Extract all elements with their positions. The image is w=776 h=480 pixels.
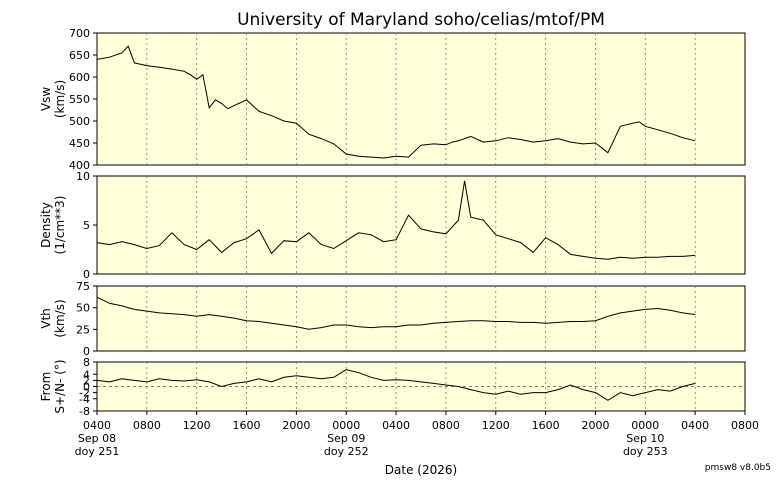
y-axis-label: From (39, 372, 53, 402)
y-tick-label: 4 (83, 368, 90, 381)
y-tick-label: 550 (69, 93, 90, 106)
series-vsw (96, 45, 696, 159)
series-vth (96, 296, 696, 330)
y-axis-label: (1/cm**3) (53, 196, 67, 255)
x-tick-label: 1200 (183, 419, 211, 432)
y-axis-label: (km/s) (53, 299, 67, 337)
x-tick-label: 2000 (282, 419, 310, 432)
panel-frame (96, 175, 746, 275)
footer-version: pmsw8 v8.0b5 (705, 463, 771, 473)
y-axis-label: S+/N- (°) (53, 359, 67, 413)
y-tick-label: -8 (79, 405, 90, 418)
y-axis-label: (km/s) (53, 80, 67, 118)
y-tick-label: 2 (83, 374, 90, 387)
panel-density: 0 5 10 Density (1/cm**3) (39, 170, 746, 281)
y-tick-label: 75 (76, 280, 90, 293)
x-tick-label: 0800 (731, 419, 759, 432)
y-tick-label: -4 (79, 393, 90, 406)
y-tick-label: 0 (83, 268, 90, 281)
x-tick-label: 0800 (133, 419, 161, 432)
y-axis-label: Density (39, 202, 53, 248)
y-tick-label: 700 (69, 27, 90, 40)
panel-frame (96, 285, 746, 352)
y-tick-label: -2 (79, 387, 90, 400)
x-date-label: Sep 09 (327, 432, 365, 445)
y-tick-label: 650 (69, 49, 90, 62)
y-axis-label: Vsw (39, 87, 53, 111)
x-tick-label: 2000 (581, 419, 609, 432)
x-tick-label: 0000 (332, 419, 360, 432)
series-from-s-n (96, 369, 696, 401)
panel-frame (96, 32, 746, 166)
y-tick-label: 0 (83, 381, 90, 394)
x-tick-label: 0400 (681, 419, 709, 432)
x-date-label: Sep 08 (78, 432, 116, 445)
x-tick-label: 0800 (432, 419, 460, 432)
x-tick-label: 1600 (532, 419, 560, 432)
y-tick-label: 500 (69, 115, 90, 128)
y-tick-label: 0 (83, 345, 90, 358)
series-density (96, 180, 696, 260)
x-date-label: Sep 10 (626, 432, 664, 445)
x-tick-label: 1600 (233, 419, 261, 432)
x-doy-label: doy 251 (75, 445, 120, 458)
x-doy-label: doy 252 (324, 445, 369, 458)
x-tick-label: 0400 (83, 419, 111, 432)
y-tick-label: 600 (69, 71, 90, 84)
y-axis-label: Vth (39, 308, 53, 329)
panel-vth: 0 25 50 75 Vth (km/s) (39, 280, 746, 358)
y-tick-label: 8 (83, 356, 90, 369)
y-tick-label: 25 (76, 323, 90, 336)
x-axis-label: Date (2026) (385, 463, 457, 477)
chart-title: University of Maryland soho/celias/mtof/… (237, 10, 605, 30)
panel-vsw: 400 450 500 550 600 650 700 Vsw (km/s) (39, 27, 746, 172)
y-tick-label: 5 (83, 219, 90, 232)
y-tick-label: 10 (76, 170, 90, 183)
x-tick-label: 0400 (382, 419, 410, 432)
y-tick-label: 450 (69, 137, 90, 150)
x-tick-label: 0000 (631, 419, 659, 432)
y-tick-label: 400 (69, 159, 90, 172)
y-tick-label: 50 (76, 302, 90, 315)
x-doy-label: doy 253 (623, 445, 668, 458)
x-tick-label: 1200 (482, 419, 510, 432)
